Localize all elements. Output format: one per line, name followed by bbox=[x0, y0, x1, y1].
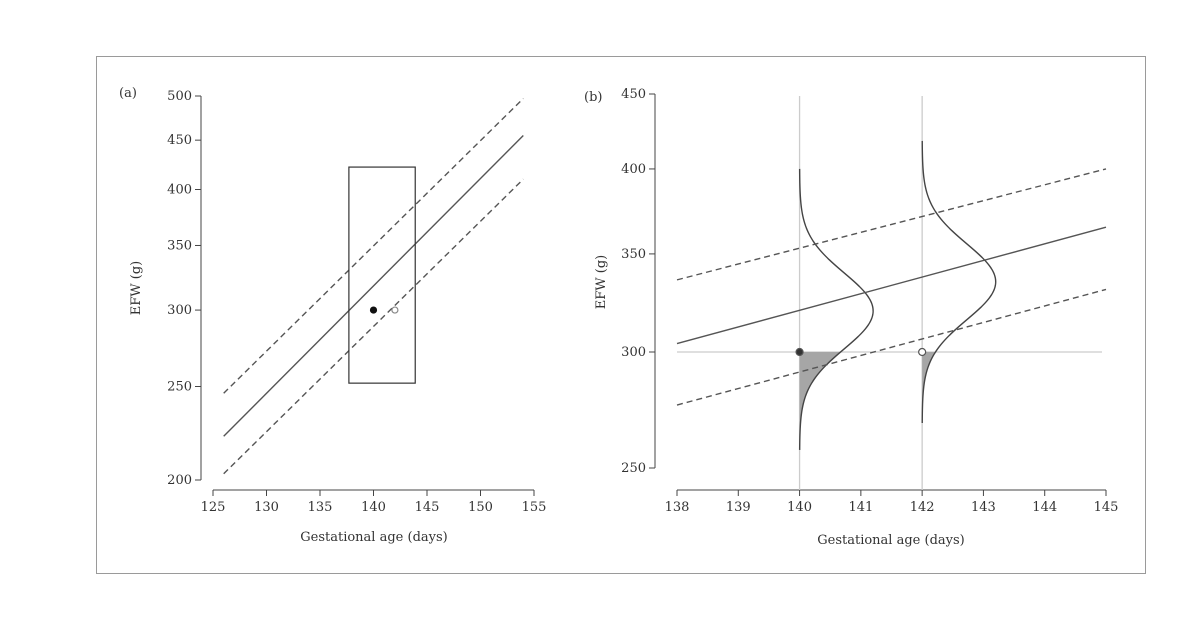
panel-a-y-tick-label: 300 bbox=[167, 303, 192, 318]
panel-a-x-tick-label: 145 bbox=[415, 500, 440, 515]
panel-b-y-tick-label: 300 bbox=[621, 345, 646, 360]
panel-a-dashed-line bbox=[223, 178, 524, 475]
panel-a-label: (a) bbox=[119, 86, 137, 101]
panel-b-open-point bbox=[918, 347, 927, 357]
panel-b-y-tick-label: 450 bbox=[621, 87, 646, 102]
panel-b-distribution-curve bbox=[921, 140, 997, 423]
panel-b-shaded-tail bbox=[922, 351, 936, 424]
panel-a-dashed-line bbox=[223, 98, 524, 394]
figure-frame bbox=[96, 56, 1146, 574]
panel-a-x-tick-label: 130 bbox=[254, 500, 279, 515]
panel-b-x-axis-title: Gestational age (days) bbox=[817, 533, 964, 548]
panel-a-y-tick-label: 350 bbox=[167, 238, 192, 253]
panel-b-x-tick-label: 141 bbox=[848, 500, 873, 515]
panel-a-range-box bbox=[348, 166, 416, 384]
panel-b-distribution-curve bbox=[798, 168, 874, 450]
panel-a-x-tick-label: 140 bbox=[361, 500, 386, 515]
panel-b-solid-line bbox=[676, 226, 1107, 345]
panel-a-plot: 125 130 135 140 145 150 155 200 250 300 350 400 450 5… bbox=[167, 89, 546, 515]
panel-b-x-tick-label: 138 bbox=[665, 500, 690, 515]
panel-b-y-tick-label: 350 bbox=[621, 247, 646, 262]
panel-a-y-tick-label: 200 bbox=[167, 473, 192, 488]
panel-b-x-tick-label: 139 bbox=[726, 500, 751, 515]
panel-a-y-tick-label: 400 bbox=[167, 183, 192, 198]
panel-a-x-tick-label: 155 bbox=[522, 500, 547, 515]
panel-a-y-tick-label: 450 bbox=[167, 133, 192, 148]
panel-a-x-tick-label: 135 bbox=[308, 500, 333, 515]
panel-b-x-tick-label: 145 bbox=[1094, 500, 1119, 515]
panel-b-x-tick-label: 144 bbox=[1032, 500, 1057, 515]
panel-a-x-axis-title: Gestational age (days) bbox=[300, 530, 447, 545]
panel-b-y-tick-label: 400 bbox=[621, 162, 646, 177]
panel-b-label: (b) bbox=[584, 90, 602, 105]
panel-b-x-tick-label: 142 bbox=[910, 500, 935, 515]
panel-b-x-tick-label: 140 bbox=[787, 500, 812, 515]
panel-b-dashed-line bbox=[676, 288, 1107, 406]
panel-a-open-point bbox=[391, 306, 399, 314]
panel-b-y-axis-title: EFW (g) bbox=[594, 255, 609, 309]
panel-b-filled-point bbox=[795, 347, 804, 357]
panel-a-x-tick-label: 150 bbox=[468, 500, 493, 515]
panel-b-y-tick-label: 250 bbox=[621, 461, 646, 476]
panel-a-y-tick-label: 500 bbox=[167, 89, 192, 104]
panel-a-x-tick-label: 125 bbox=[201, 500, 226, 515]
panel-b-dashed-line bbox=[676, 168, 1107, 281]
panel-a-y-axis-title: EFW (g) bbox=[129, 261, 144, 315]
panel-a-y-tick-label: 250 bbox=[167, 379, 192, 394]
panel-b-plot: 138 139 140 141 142 143 144 145 250 300 350 400 450 bbox=[621, 87, 1118, 515]
panel-a-filled-point bbox=[369, 306, 378, 314]
panel-a-solid-line bbox=[223, 135, 524, 437]
panel-b-x-tick-label: 143 bbox=[971, 500, 996, 515]
panel-b-shaded-tail bbox=[799, 351, 841, 451]
